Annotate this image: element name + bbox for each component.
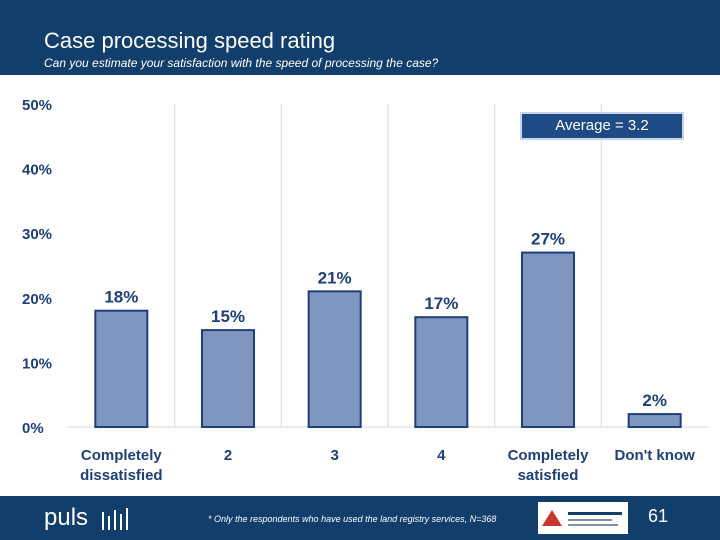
- category-label: Completely: [508, 447, 590, 464]
- footer-bar: puls * Only the respondents who have use…: [0, 496, 720, 540]
- bar: [627, 413, 682, 428]
- category-label: satisfied: [518, 467, 579, 484]
- bar: [307, 290, 362, 428]
- bar: [94, 309, 149, 428]
- category-label: dissatisfied: [80, 467, 163, 484]
- data-label: 21%: [318, 268, 352, 287]
- y-tick-label: 10%: [22, 355, 52, 372]
- data-label: 17%: [424, 294, 458, 313]
- y-tick-label: 30%: [22, 226, 52, 243]
- category-label: Don't know: [615, 447, 696, 464]
- category-label: Completely: [81, 447, 163, 464]
- bar: [521, 251, 575, 428]
- y-tick-label: 20%: [22, 291, 52, 308]
- page-number: 61: [648, 506, 669, 526]
- y-tick-label: 0%: [22, 420, 44, 437]
- sponsor-emblem-icon: [542, 510, 622, 526]
- data-label: 2%: [642, 391, 667, 410]
- category-label: 4: [437, 447, 446, 464]
- puls-logo-bars-icon: [102, 508, 128, 530]
- page-title: Case processing speed rating: [44, 28, 336, 53]
- data-label: 18%: [104, 288, 138, 307]
- puls-logo: puls: [44, 504, 89, 531]
- y-tick-label: 50%: [22, 97, 52, 114]
- data-label: 27%: [531, 230, 565, 249]
- category-label: 3: [330, 447, 338, 464]
- data-label: 15%: [211, 307, 245, 326]
- bar: [414, 316, 469, 428]
- page-subtitle: Can you estimate your satisfaction with …: [44, 56, 439, 70]
- average-callout: Average = 3.2: [520, 112, 684, 140]
- y-tick-label: 40%: [22, 162, 52, 179]
- sponsor-logo: [538, 502, 628, 534]
- bar-chart: 0% 10% 20% 30% 40% 50% 18% Completely dissatisfi…: [22, 97, 708, 484]
- bar: [201, 329, 255, 429]
- header-bar: Case processing speed rating Can you est…: [0, 0, 720, 75]
- footnote: * Only the respondents who have used the…: [208, 514, 497, 524]
- category-label: 2: [224, 447, 232, 464]
